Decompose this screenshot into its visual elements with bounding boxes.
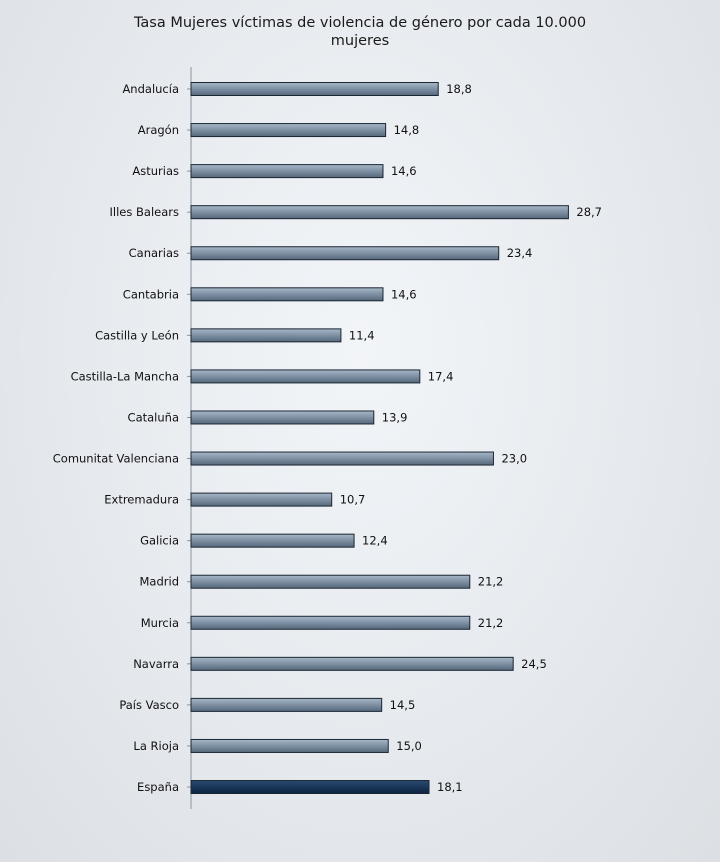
value-label-5: 14,6 bbox=[391, 287, 417, 301]
category-label-3: Illes Balears bbox=[110, 205, 179, 219]
bar-3 bbox=[190, 205, 569, 220]
value-label-17: 18,1 bbox=[437, 780, 463, 794]
bar-8 bbox=[190, 410, 375, 425]
bar-17 bbox=[190, 780, 430, 795]
category-label-7: Castilla-La Mancha bbox=[71, 369, 179, 383]
value-label-4: 23,4 bbox=[507, 246, 533, 260]
value-label-11: 12,4 bbox=[362, 534, 388, 548]
category-label-9: Comunitat Valenciana bbox=[53, 452, 179, 466]
value-label-6: 11,4 bbox=[349, 328, 375, 342]
value-label-16: 15,0 bbox=[396, 739, 422, 753]
value-label-10: 10,7 bbox=[340, 493, 366, 507]
category-label-13: Murcia bbox=[141, 616, 179, 630]
value-label-1: 14,8 bbox=[394, 123, 420, 137]
bar-0 bbox=[190, 82, 439, 96]
value-label-9: 23,0 bbox=[501, 452, 527, 466]
value-label-13: 21,2 bbox=[478, 616, 504, 630]
category-label-8: Cataluña bbox=[128, 410, 179, 424]
category-label-10: Extremadura bbox=[104, 493, 179, 507]
category-label-15: País Vasco bbox=[119, 698, 179, 712]
bar-1 bbox=[190, 123, 387, 138]
category-label-14: Navarra bbox=[133, 657, 179, 671]
bar-7 bbox=[190, 369, 421, 384]
chart-title-line-1: Tasa Mujeres víctimas de violencia de gé… bbox=[133, 15, 587, 31]
chart-title-line-2: mujeres bbox=[330, 33, 390, 49]
category-label-5: Cantabria bbox=[123, 287, 179, 301]
bar-2 bbox=[190, 164, 384, 179]
category-label-6: Castilla y León bbox=[95, 328, 179, 342]
bar-12 bbox=[190, 574, 471, 589]
bar-14 bbox=[190, 656, 514, 671]
value-label-2: 14,6 bbox=[391, 164, 417, 178]
bar-11 bbox=[190, 533, 355, 548]
category-label-17: España bbox=[137, 780, 179, 794]
bar-13 bbox=[190, 615, 471, 630]
bar-10 bbox=[190, 492, 333, 507]
value-label-14: 24,5 bbox=[521, 657, 547, 671]
category-label-16: La Rioja bbox=[133, 739, 179, 753]
value-label-15: 14,5 bbox=[390, 698, 416, 712]
bar-16 bbox=[190, 738, 389, 753]
value-label-3: 28,7 bbox=[576, 205, 602, 219]
bar-4 bbox=[190, 246, 500, 261]
bar-9 bbox=[190, 451, 494, 466]
bar-6 bbox=[190, 328, 342, 343]
value-label-7: 17,4 bbox=[428, 369, 454, 383]
bar-5 bbox=[190, 287, 384, 302]
category-label-2: Asturias bbox=[132, 164, 179, 178]
category-label-1: Aragón bbox=[138, 123, 179, 137]
chart-title: Tasa Mujeres víctimas de violencia de gé… bbox=[110, 14, 610, 50]
category-label-0: Andalucía bbox=[122, 82, 179, 96]
value-label-8: 13,9 bbox=[382, 410, 408, 424]
value-label-12: 21,2 bbox=[478, 575, 504, 589]
category-label-11: Galicia bbox=[140, 534, 179, 548]
bar-15 bbox=[190, 697, 383, 712]
category-label-4: Canarias bbox=[129, 246, 179, 260]
category-label-12: Madrid bbox=[140, 575, 180, 589]
value-label-0: 18,8 bbox=[446, 82, 472, 96]
